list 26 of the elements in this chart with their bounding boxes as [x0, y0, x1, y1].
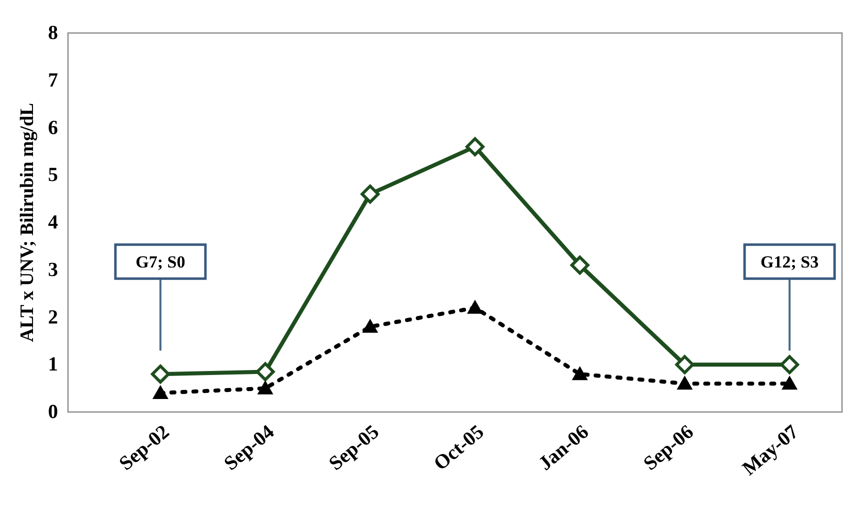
- y-tick-label: 1: [48, 354, 58, 376]
- y-tick-label: 3: [48, 258, 58, 281]
- point: [570, 256, 590, 275]
- y-tick-label: 8: [48, 22, 58, 44]
- y-tick-label: 7: [48, 69, 58, 92]
- y-tick-label: 0: [48, 401, 58, 423]
- point: [782, 376, 798, 390]
- y-tick-label: 6: [48, 116, 58, 139]
- point: [150, 364, 170, 384]
- point: [467, 300, 483, 314]
- y-tick-label: 2: [48, 306, 58, 328]
- point: [362, 318, 378, 333]
- point: [675, 355, 694, 374]
- y-tick-label: 4: [48, 212, 58, 234]
- point: [466, 137, 484, 156]
- point: [572, 366, 588, 380]
- point: [676, 376, 693, 390]
- point: [780, 355, 800, 374]
- point: [152, 385, 168, 400]
- annotation: G7; S0: [136, 252, 186, 272]
- y-axis-title: ALT x UNV; Bilirubin mg/dL: [17, 103, 38, 342]
- point: [256, 362, 275, 382]
- point: [257, 380, 274, 394]
- point: [360, 184, 380, 204]
- y-tick-label: 5: [48, 164, 58, 186]
- annotation: G12; S3: [760, 252, 819, 272]
